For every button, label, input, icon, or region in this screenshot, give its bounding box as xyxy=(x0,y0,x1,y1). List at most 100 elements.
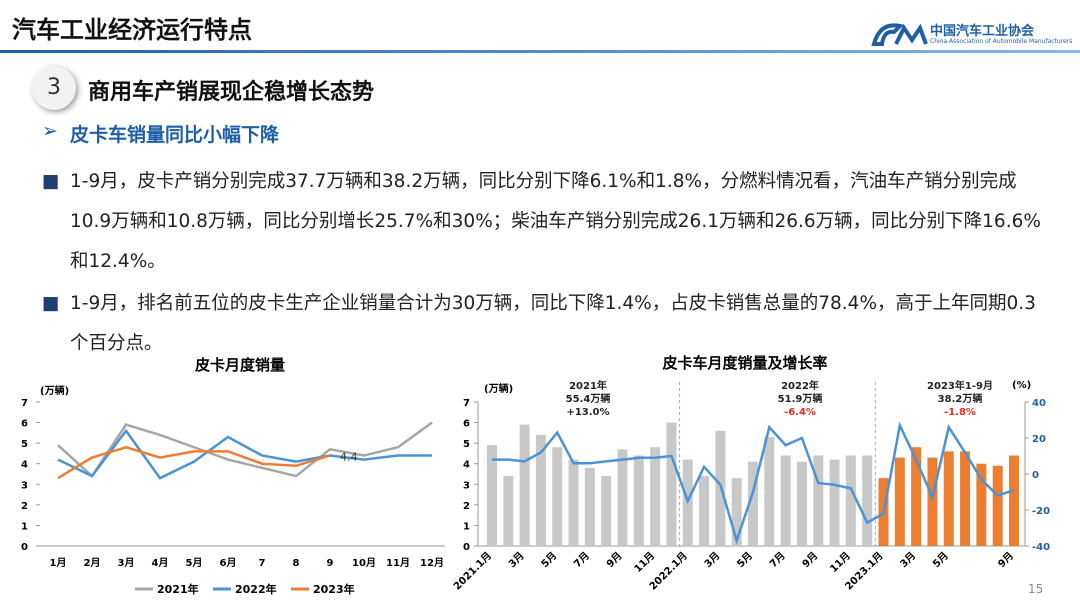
bar xyxy=(943,451,954,546)
y-tick-label: 3 xyxy=(21,480,28,491)
y-tick-label: 7 xyxy=(21,398,28,409)
bullet-marker: ■ xyxy=(42,171,60,192)
x-tick-label: 5月 xyxy=(186,557,203,569)
y2-axis-label: (%) xyxy=(1012,380,1031,391)
header-title: 汽车工业经济运行特点 xyxy=(12,16,252,44)
bar xyxy=(1009,455,1019,546)
annotation: 2021年 xyxy=(569,379,607,392)
bar xyxy=(911,447,922,546)
bar xyxy=(796,461,807,546)
y-tick-label: 1 xyxy=(463,521,470,532)
section-number: 3 xyxy=(32,66,76,110)
bar xyxy=(960,451,971,546)
x-tick-label: 3月 xyxy=(118,557,135,569)
line-series xyxy=(57,428,432,480)
legend-label: 2021年 xyxy=(157,582,199,596)
y-tick-label: 0 xyxy=(21,542,28,553)
bar xyxy=(650,447,661,546)
annotation: 38.2万辆 xyxy=(938,392,983,405)
legend-label: 2022年 xyxy=(235,582,277,596)
x-tick-label: 7 xyxy=(259,558,266,569)
x-tick-label: 7月 xyxy=(572,550,592,570)
x-tick-label: 2月 xyxy=(84,557,101,569)
bar xyxy=(862,455,873,546)
header-rule xyxy=(0,50,1080,53)
bar xyxy=(992,465,1003,546)
y-tick-label: 5 xyxy=(21,439,28,450)
chart-title: 皮卡月度销量 xyxy=(195,356,285,374)
bullet-text: 1-9月，排名前五位的皮卡生产企业销量合计为30万辆，同比下降1.4%，占皮卡销… xyxy=(70,293,1036,354)
annotation: 4.4 xyxy=(340,450,358,463)
x-tick-label: 3月 xyxy=(506,550,526,570)
page-number: 15 xyxy=(1028,582,1044,596)
x-tick-label: 11月 xyxy=(828,550,853,575)
chart-title: 皮卡车月度销量及增长率 xyxy=(662,354,827,372)
line-series xyxy=(57,421,433,478)
x-tick-label: 9 xyxy=(327,558,334,569)
bar xyxy=(519,424,530,546)
x-tick-label: 2021.1月 xyxy=(451,550,494,593)
x-tick-label: 3月 xyxy=(898,550,918,570)
bar xyxy=(927,457,938,546)
bar xyxy=(633,455,644,546)
annotation: -6.4% xyxy=(784,407,816,418)
x-tick-label: 11月 xyxy=(632,550,657,575)
bar xyxy=(894,457,905,546)
y2-tick-label: -40 xyxy=(1032,542,1050,553)
bullet-marker: ■ xyxy=(42,293,60,314)
legend-label: 2023年 xyxy=(313,582,355,596)
x-tick-label: 4月 xyxy=(152,557,169,569)
bar xyxy=(976,463,987,546)
y-axis-label: (万辆) xyxy=(40,384,69,397)
bar xyxy=(813,455,824,546)
y-tick-label: 5 xyxy=(463,439,470,450)
logo-english: China Association of Automobile Manufact… xyxy=(930,38,1073,45)
annotation: -1.8% xyxy=(944,407,976,418)
bar xyxy=(764,436,775,546)
bar xyxy=(748,461,758,546)
y-tick-label: 3 xyxy=(463,480,470,491)
bullet: ■ 1-9月，皮卡产销分别完成37.7万辆和38.2万辆，同比分别下降6.1%和1… xyxy=(42,162,1042,282)
bullet-list: ■ 1-9月，皮卡产销分别完成37.7万辆和38.2万辆，同比分别下降6.1%和1… xyxy=(42,162,1042,364)
bar xyxy=(780,455,791,546)
bar xyxy=(829,459,840,546)
x-tick-label: 6月 xyxy=(220,557,237,569)
y-tick-label: 0 xyxy=(463,542,470,553)
x-tick-label: 9月 xyxy=(996,550,1016,570)
bar xyxy=(601,476,612,546)
x-tick-label: 10月 xyxy=(352,557,376,569)
y-tick-label: 2 xyxy=(463,501,470,512)
x-tick-label: 12月 xyxy=(420,557,444,569)
y2-tick-label: 0 xyxy=(1032,470,1039,481)
bar xyxy=(568,459,579,546)
y2-tick-label: -20 xyxy=(1032,506,1050,517)
bar xyxy=(666,422,677,546)
x-tick-label: 9月 xyxy=(604,550,624,570)
x-tick-label: 8 xyxy=(293,558,300,569)
bar xyxy=(584,467,595,546)
annotation: 51.9万辆 xyxy=(778,392,823,405)
annotation: +13.0% xyxy=(566,407,609,418)
x-tick-label: 5月 xyxy=(930,550,950,570)
bar xyxy=(535,434,546,546)
x-tick-label: 5月 xyxy=(539,550,559,570)
x-tick-label: 9月 xyxy=(800,550,820,570)
y-tick-label: 7 xyxy=(463,398,470,409)
section-title: 商用车产销展现企稳增长态势 xyxy=(88,80,375,105)
logo-name: 中国汽车工业协会 xyxy=(930,24,1035,39)
bar xyxy=(552,447,563,546)
bullet-text: 1-9月，皮卡产销分别完成37.7万辆和38.2万辆，同比分别下降6.1%和1.… xyxy=(70,171,1041,272)
annotation: 2022年 xyxy=(781,379,819,392)
y-tick-label: 1 xyxy=(21,521,28,532)
y-tick-label: 4 xyxy=(463,460,470,471)
y-tick-label: 6 xyxy=(21,419,28,430)
x-tick-label: 1月 xyxy=(50,557,67,569)
y2-tick-label: 20 xyxy=(1032,434,1046,445)
bar xyxy=(503,476,514,546)
logo-mark xyxy=(871,23,928,46)
bar xyxy=(617,449,628,546)
y-tick-label: 6 xyxy=(463,419,470,430)
y-tick-label: 4 xyxy=(21,460,28,471)
subheading: 皮卡车销量同比小幅下降 xyxy=(70,124,280,146)
